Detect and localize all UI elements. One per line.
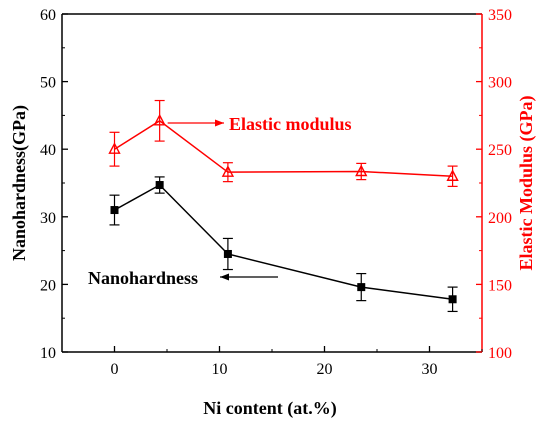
x-tick-label: 20	[317, 361, 333, 378]
elastic-modulus-arrow	[167, 119, 224, 127]
y-left-tick-label: 10	[40, 345, 56, 362]
y-left-axis-title: Nanohardness(GPa)	[9, 105, 30, 261]
data-point	[357, 283, 366, 292]
y-left-tick-label: 30	[40, 210, 56, 227]
series-elastic-modulus	[108, 99, 459, 187]
plot-area	[61, 13, 483, 353]
y-right-tick-label: 150	[488, 277, 512, 294]
y-right-tick-label: 350	[488, 7, 512, 24]
data-point	[446, 169, 459, 181]
nanohardness-annotation: Nanohardness	[88, 268, 198, 288]
arrow-head	[215, 119, 224, 127]
data-point	[223, 249, 232, 258]
x-tick-label: 30	[422, 361, 438, 378]
series-nanohardness	[109, 176, 458, 313]
data-point	[108, 142, 121, 154]
data-point	[355, 164, 368, 177]
y-left-tick-label: 20	[40, 277, 56, 294]
x-axis-title: Ni content (at.%)	[203, 398, 336, 419]
data-point	[448, 295, 457, 304]
y-right-tick-label: 250	[488, 142, 512, 159]
series-group	[108, 99, 459, 313]
y-left-tick-label: 50	[40, 75, 56, 92]
data-point	[221, 165, 235, 177]
annotation-arrows	[167, 119, 278, 281]
data-point	[110, 206, 119, 215]
y-right-tick-label: 100	[488, 345, 512, 362]
axis-ticks: 0 10 20 30 10 20 30 40 50 60 100 150 200 250 300 350	[40, 7, 512, 378]
y-right-tick-label: 300	[488, 75, 512, 92]
arrow-head	[220, 273, 229, 281]
elastic-modulus-annotation: Elastic modulus	[229, 114, 352, 134]
y-left-tick-label: 40	[40, 142, 56, 159]
x-tick-label: 0	[111, 361, 119, 378]
y-left-tick-label: 60	[40, 7, 56, 24]
y-right-tick-label: 200	[488, 210, 512, 227]
data-point	[153, 113, 166, 126]
nanohardness-arrow	[220, 273, 278, 281]
data-point	[155, 181, 164, 190]
x-tick-label: 10	[212, 361, 228, 378]
y-right-axis-title: Elastic Modulus (GPa)	[516, 95, 537, 270]
